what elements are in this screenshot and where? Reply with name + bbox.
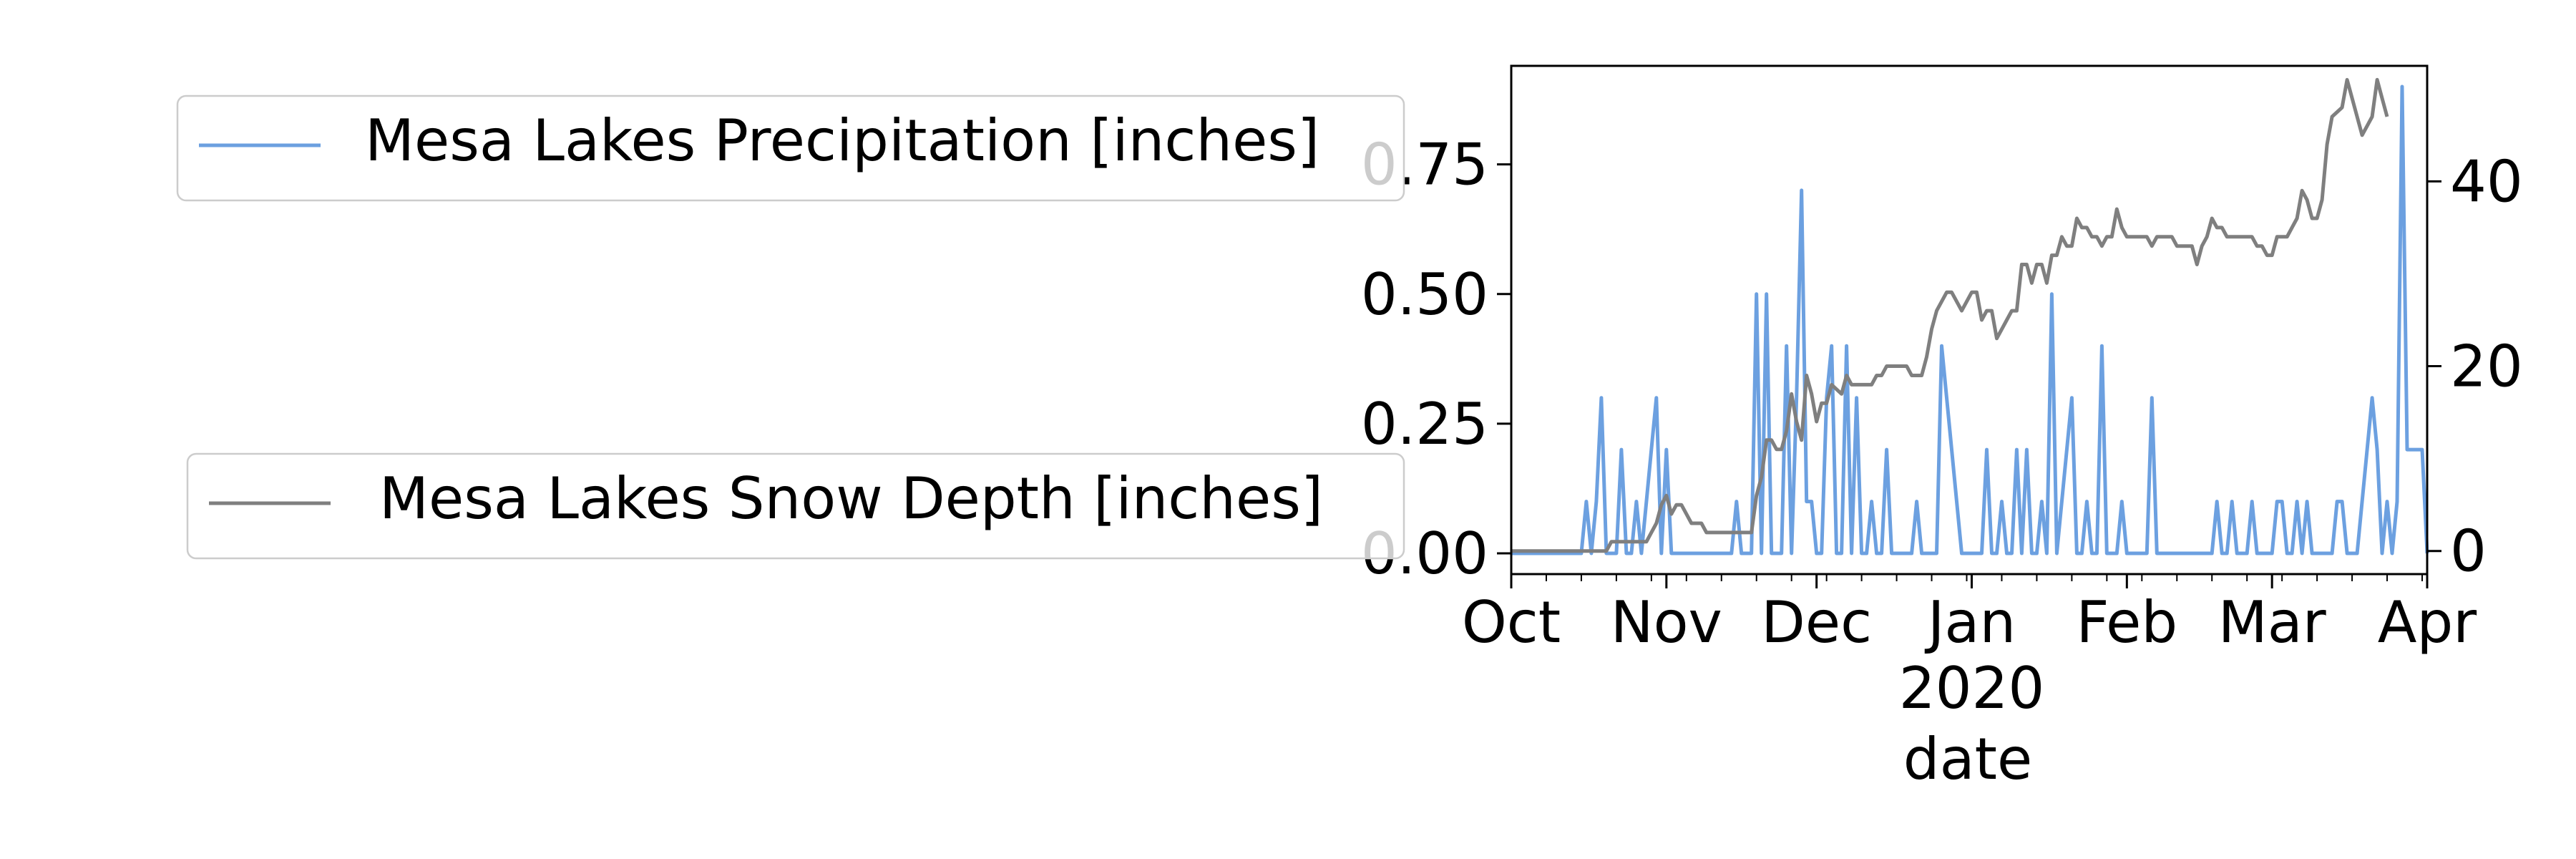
y-left-tick-label: 0.50 — [1361, 261, 1488, 328]
x-tick-label: Nov — [1611, 589, 1722, 656]
x-tick-label: Apr — [2378, 589, 2477, 656]
x-tick-label: Feb — [2077, 589, 2178, 656]
legend-precipitation-label: Mesa Lakes Precipitation [inches] — [365, 107, 1319, 174]
x-tick-sublabel: 2020 — [1899, 655, 2045, 722]
x-tick-label: Mar — [2218, 589, 2326, 656]
series-line-precipitation — [1511, 84, 2429, 555]
y-right-tick-label: 40 — [2450, 148, 2523, 215]
legend-snow-depth-label: Mesa Lakes Snow Depth [inches] — [379, 465, 1323, 532]
series-line-snow-depth — [1511, 77, 2389, 553]
y-right-tick-label: 0 — [2450, 518, 2487, 585]
legend-snow-depth: Mesa Lakes Snow Depth [inches] — [186, 452, 1405, 560]
x-tick-label: Jan — [1924, 589, 2016, 656]
y-right-tick-label: 20 — [2450, 334, 2523, 400]
y-left-tick-label: 0.25 — [1361, 391, 1488, 457]
x-tick-label: Oct — [1462, 589, 1561, 656]
x-tick-label: Dec — [1761, 589, 1872, 656]
legend-precipitation: Mesa Lakes Precipitation [inches] — [176, 94, 1405, 202]
x-axis-label: date — [1903, 726, 2032, 792]
axes-frame — [1510, 64, 2429, 576]
